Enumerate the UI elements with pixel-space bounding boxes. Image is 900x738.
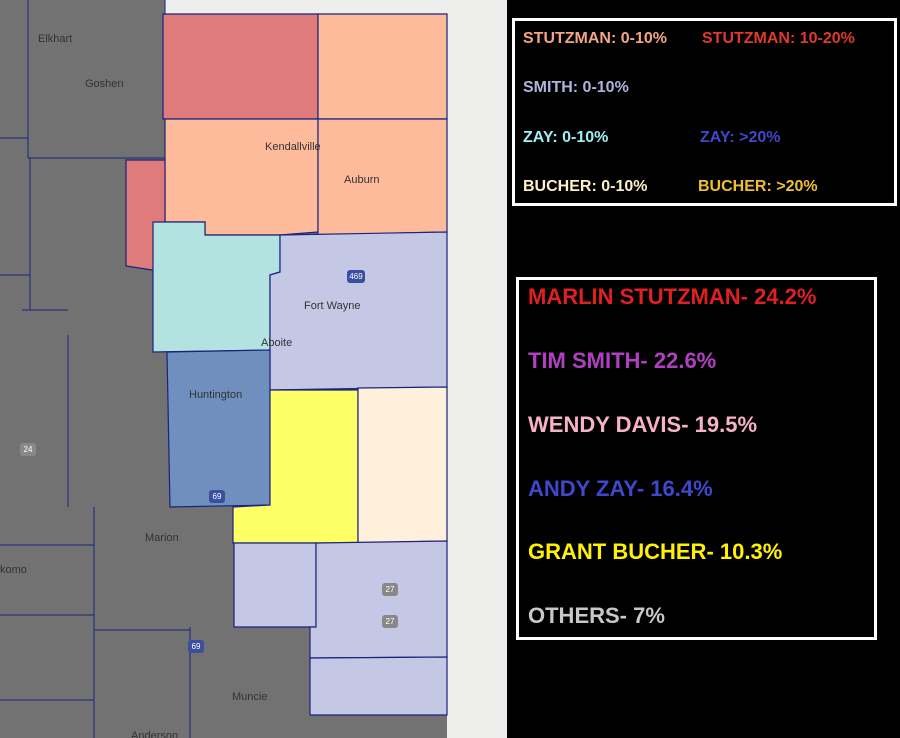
whitley-county [152,221,281,353]
shield-label: 27 [386,617,395,626]
place-label: Fort Wayne [304,300,360,312]
result: ANDY ZAY- 16.4% [528,476,713,501]
place-label: Auburn [344,174,379,186]
legend-entry: SMITH: 0-10% [523,79,629,96]
place-label: Muncie [232,691,267,703]
place-label: Goshen [85,78,124,90]
legend-entry: BUCHER: 0-10% [523,178,647,195]
legend-entry: ZAY: 0-10% [523,129,608,146]
legend-entry: BUCHER: >20% [698,178,818,195]
result: TIM SMITH- 22.6% [528,348,716,373]
place-label: Aboite [261,337,292,349]
lagrange-county [162,13,319,120]
result: OTHERS- 7% [528,603,665,628]
shield-label: 469 [349,272,363,281]
shields: 24 69 469 27 27 69 [20,270,398,653]
adams-county [357,386,448,544]
shield [347,270,365,283]
shield [20,443,36,456]
noble-county [164,118,319,236]
shield-label: 27 [386,585,395,594]
map-top [165,0,447,14]
dekalb-county [317,118,448,236]
map: Elkhart Goshen Kendallville Auburn Fort … [0,0,508,738]
place-label: Huntington [189,389,242,401]
randolph-county [309,656,448,716]
shield [209,490,225,503]
shield-label: 69 [213,492,222,501]
place-label: Elkhart [38,33,72,45]
place-label: Anderson [131,730,178,738]
legend-entry: ZAY: >20% [700,129,780,146]
steuben-county [317,13,448,120]
shield-label: 24 [24,445,33,454]
shield-label: 69 [192,642,201,651]
result: MARLIN STUTZMAN- 24.2% [528,284,816,309]
shield [382,615,398,628]
county-lines [0,0,191,738]
map-edge [447,0,507,738]
place-label: komo [0,564,27,576]
blackford-county [233,542,317,628]
jay-county [309,540,448,659]
legend-entry: STUTZMAN: 10-20% [702,30,855,47]
huntington-county [166,349,271,508]
legend-entry: STUTZMAN: 0-10% [523,30,667,47]
result: GRANT BUCHER- 10.3% [528,539,782,564]
legend-box [512,18,897,206]
result: WENDY DAVIS- 19.5% [528,412,757,437]
place-label: Kendallville [265,141,321,153]
side-panel [507,0,900,738]
place-label: Marion [145,532,179,544]
results-box [516,277,877,640]
shield [188,640,204,653]
shield [382,583,398,596]
